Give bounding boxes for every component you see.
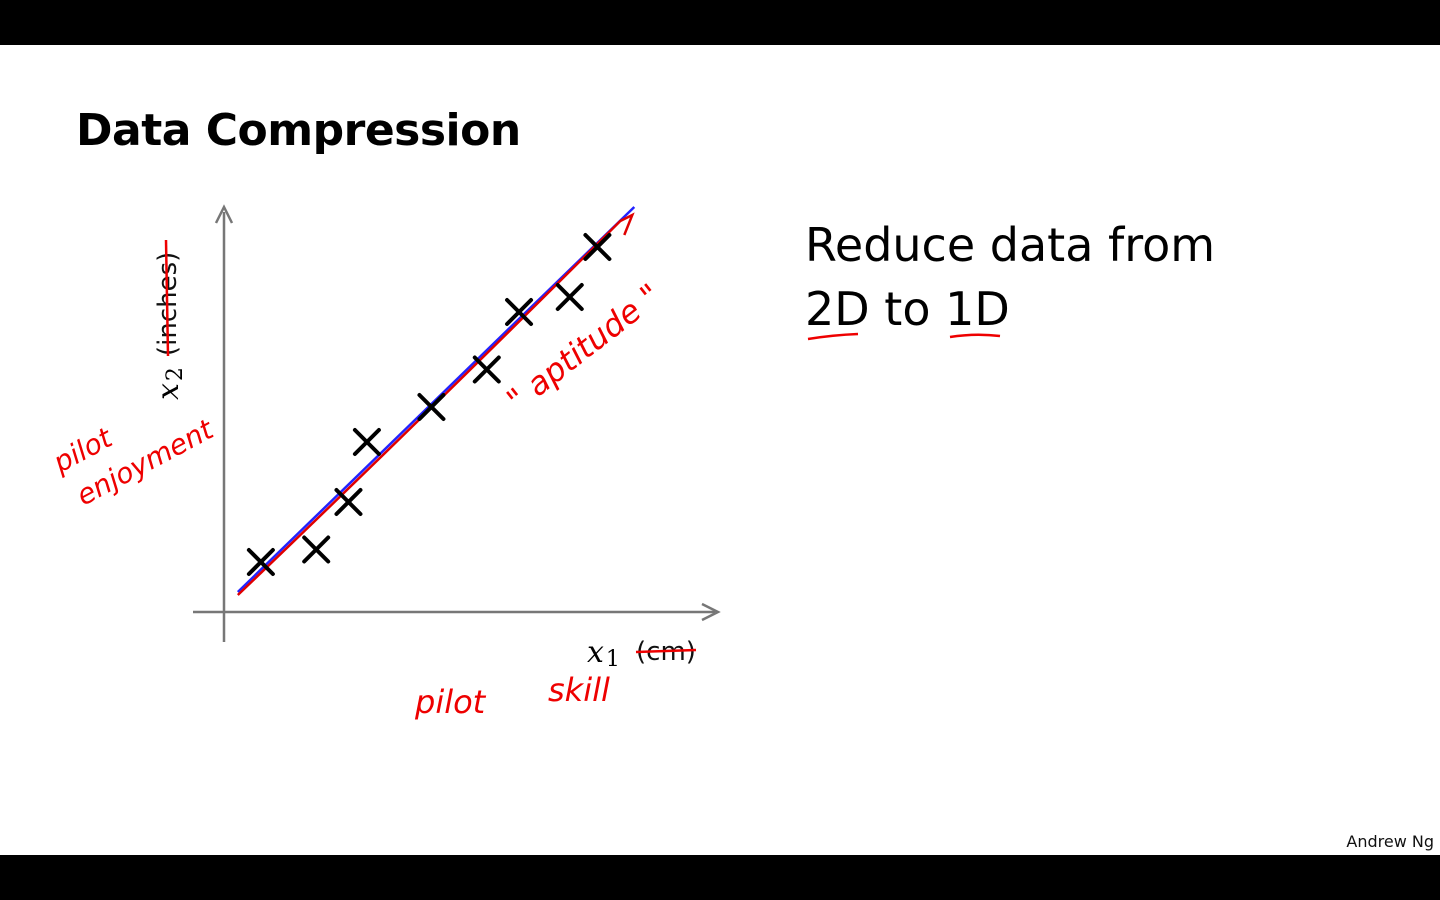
y-axis-arrow: [214, 204, 234, 224]
underline-1d: [949, 333, 1001, 339]
x-axis-label: x1: [587, 635, 620, 672]
y-axis-label: x2: [151, 367, 188, 400]
author-credit: Andrew Ng: [1346, 832, 1434, 851]
x-axis-arrow: [701, 602, 721, 622]
data-point: [417, 393, 446, 421]
reduce-line-1: Reduce data from: [805, 218, 1216, 272]
x-axis-label-sub: 1: [606, 647, 620, 672]
y-axis-label-group: x2 (inches): [151, 239, 188, 400]
slide: Data Compression x1 (cm) x2 (inches) pil…: [0, 45, 1440, 855]
data-point: [583, 233, 612, 261]
underline-marks: [807, 332, 1001, 341]
data-point-stroke: [352, 428, 381, 456]
data-point-stroke: [334, 488, 363, 516]
scatter-plot: x1 (cm) x2 (inches) pilot enjoyment pilo…: [47, 204, 721, 721]
skill-annotation: skill: [548, 671, 610, 709]
data-points: [246, 233, 612, 576]
data-point: [472, 355, 501, 384]
data-point: [246, 548, 275, 576]
y-axis-label-base: x: [151, 383, 186, 400]
y-unit-strike: [164, 239, 170, 357]
data-point-stroke: [555, 283, 584, 311]
data-point: [302, 535, 331, 564]
data-point: [505, 298, 534, 326]
data-point-stroke: [472, 355, 501, 384]
reduce-line-2: 2D to 1D: [805, 282, 1010, 336]
data-point: [555, 283, 584, 311]
y-axis-label-sub: 2: [163, 367, 188, 381]
data-point: [334, 488, 363, 516]
x-unit-strike: [635, 648, 697, 654]
data-point: [352, 428, 381, 456]
underline-2d: [807, 332, 859, 341]
data-point-stroke: [505, 298, 534, 326]
x-axis-label-base: x: [587, 635, 604, 670]
data-point-stroke: [302, 535, 331, 564]
reduce-text: Reduce data from 2D to 1D: [805, 213, 1215, 341]
data-point-stroke: [583, 233, 612, 261]
slide-title: Data Compression: [76, 105, 521, 156]
data-point-stroke: [417, 393, 446, 421]
data-point-stroke: [246, 548, 275, 576]
pilot-annotation-x: pilot: [414, 683, 487, 721]
